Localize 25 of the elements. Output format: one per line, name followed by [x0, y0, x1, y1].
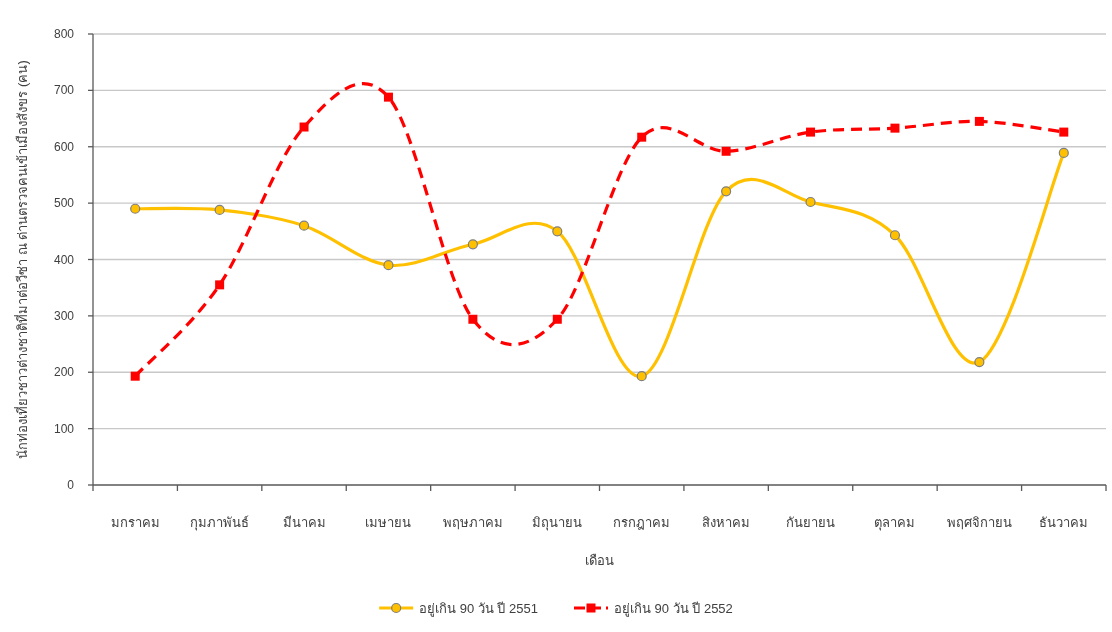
xtick-label: เมษายน: [365, 514, 412, 530]
xtick-label: กุมภาพันธ์: [190, 514, 250, 530]
ytick-label: 500: [53, 196, 74, 211]
ytick-label: 200: [53, 365, 74, 380]
xtick-label: ตุลาคม: [874, 514, 916, 530]
ytick-label: 0: [67, 478, 74, 492]
ytick-label: 800: [53, 27, 74, 41]
xtick-label: สิงหาคม: [702, 514, 751, 530]
xtick-label: มิถุนายน: [532, 514, 583, 530]
ytick-label: 700: [53, 83, 74, 98]
legend-label: อยู่เกิน 90 วัน ปี 2552: [614, 600, 733, 616]
ytick-label: 100: [53, 421, 74, 436]
xlabel: เดือน: [585, 552, 614, 568]
xtick-label: มกราคม: [110, 514, 160, 530]
xtick-label: กันยายน: [786, 514, 836, 530]
ytick-label: 600: [53, 139, 74, 154]
xtick-label: พฤษภาคม: [442, 514, 503, 530]
xtick-label: พฤศจิกายน: [946, 514, 1012, 530]
xtick-label: กรกฎาคม: [613, 514, 671, 530]
ytick-label: 300: [53, 308, 74, 323]
ylabel: นักท่องเที่ยวชาวต่างชาติที่มาต่อวีซ่า ณ ด่านตรวจคนเข้าเมืองสังขร (คน): [14, 60, 30, 459]
legend-label: อยู่เกิน 90 วัน ปี 2551: [419, 600, 538, 616]
ytick-label: 400: [53, 252, 74, 267]
xtick-label: มีนาคม: [282, 514, 326, 530]
xtick-label: ธันวาคม: [1039, 514, 1089, 530]
